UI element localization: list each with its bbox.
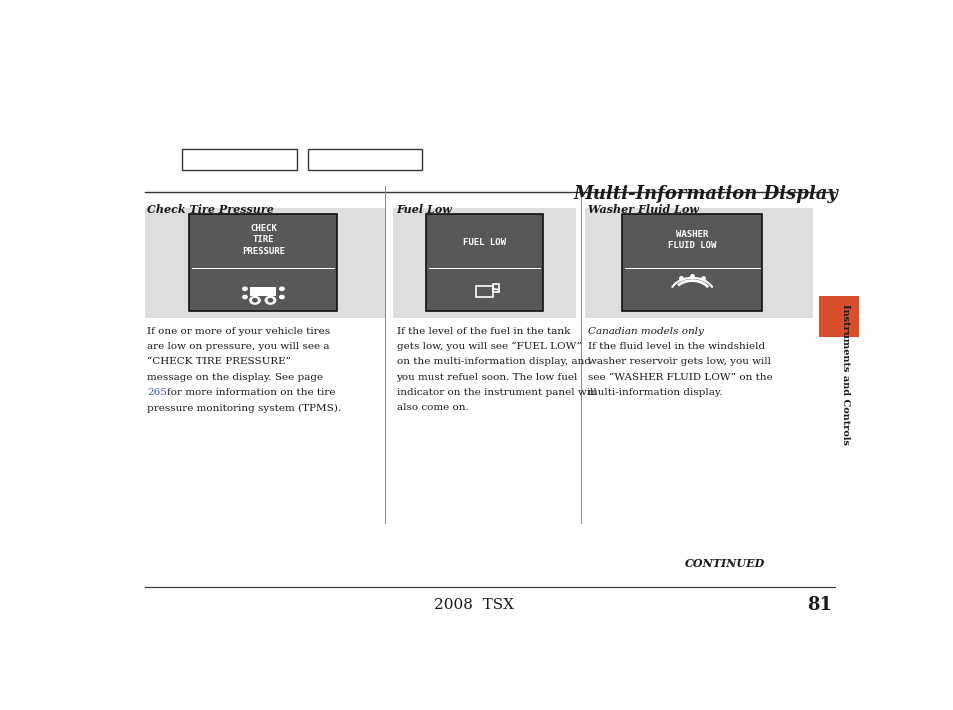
Text: “CHECK TIRE PRESSURE”: “CHECK TIRE PRESSURE” xyxy=(147,357,291,366)
Bar xyxy=(182,149,296,170)
Text: CHECK
TIRE
PRESSURE: CHECK TIRE PRESSURE xyxy=(242,224,285,256)
Circle shape xyxy=(268,299,273,302)
Circle shape xyxy=(242,295,247,299)
Bar xyxy=(621,214,761,311)
Circle shape xyxy=(279,295,284,299)
Text: FUEL LOW: FUEL LOW xyxy=(462,239,505,247)
Text: 265: 265 xyxy=(147,388,167,397)
Circle shape xyxy=(253,299,257,302)
Text: Multi-Information Display: Multi-Information Display xyxy=(573,185,837,203)
Bar xyxy=(584,208,812,317)
Text: Washer Fluid Low: Washer Fluid Low xyxy=(587,204,699,215)
Text: 81: 81 xyxy=(806,596,831,613)
Bar xyxy=(393,208,576,317)
Circle shape xyxy=(265,297,275,304)
Text: multi-information display.: multi-information display. xyxy=(587,388,721,397)
Text: you must refuel soon. The low fuel: you must refuel soon. The low fuel xyxy=(396,373,578,382)
Text: are low on pressure, you will see a: are low on pressure, you will see a xyxy=(147,342,330,351)
Text: on the multi-information display, and: on the multi-information display, and xyxy=(396,357,590,366)
Text: see “WASHER FLUID LOW” on the: see “WASHER FLUID LOW” on the xyxy=(587,373,772,382)
Bar xyxy=(308,149,422,170)
Text: gets low, you will see “FUEL LOW”: gets low, you will see “FUEL LOW” xyxy=(396,342,580,351)
Text: If one or more of your vehicle tires: If one or more of your vehicle tires xyxy=(147,327,330,336)
Text: Instruments and Controls: Instruments and Controls xyxy=(840,305,849,445)
Text: indicator on the instrument panel will: indicator on the instrument panel will xyxy=(396,388,596,397)
Text: If the fluid level in the windshield: If the fluid level in the windshield xyxy=(587,342,764,351)
Text: CONTINUED: CONTINUED xyxy=(684,558,765,569)
Text: also come on.: also come on. xyxy=(396,403,468,413)
Text: washer reservoir gets low, you will: washer reservoir gets low, you will xyxy=(587,357,770,366)
Bar xyxy=(190,214,337,311)
Circle shape xyxy=(242,287,247,290)
Text: message on the display. See page: message on the display. See page xyxy=(147,373,323,382)
Bar xyxy=(492,284,498,292)
Bar xyxy=(476,285,492,297)
Bar xyxy=(818,295,858,337)
Text: Canadian models only: Canadian models only xyxy=(587,327,703,336)
Text: for more information on the tire: for more information on the tire xyxy=(167,388,335,397)
Text: 2008  TSX: 2008 TSX xyxy=(434,598,514,611)
Bar xyxy=(426,214,542,311)
Bar xyxy=(145,208,385,317)
Text: WASHER
FLUID LOW: WASHER FLUID LOW xyxy=(667,230,716,250)
Text: pressure monitoring system (TPMS).: pressure monitoring system (TPMS). xyxy=(147,403,341,413)
Circle shape xyxy=(279,287,284,290)
Text: Fuel Low: Fuel Low xyxy=(396,204,452,215)
Text: If the level of the fuel in the tank: If the level of the fuel in the tank xyxy=(396,327,569,336)
Text: Check Tire Pressure: Check Tire Pressure xyxy=(147,204,274,215)
Bar xyxy=(251,287,276,297)
Circle shape xyxy=(250,297,260,304)
